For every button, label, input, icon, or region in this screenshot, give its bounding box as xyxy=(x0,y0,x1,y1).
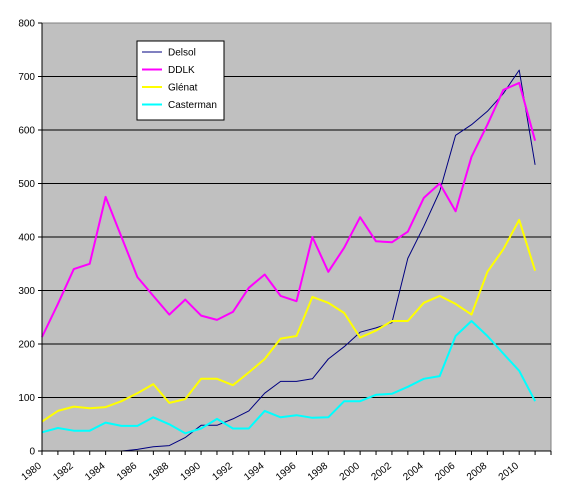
y-tick-label: 700 xyxy=(18,72,35,83)
x-tick-label: 2004 xyxy=(401,460,426,483)
x-tick-label: 1994 xyxy=(242,460,267,483)
x-axis-ticks: 1980 1982 1984 1986 1988 1990 1992 1994 1996 1998… xyxy=(20,451,552,483)
y-tick-label: 300 xyxy=(18,286,35,297)
x-tick-label: 1986 xyxy=(115,460,140,483)
legend-label: Delsol xyxy=(168,48,196,59)
series-line-casterman xyxy=(41,320,536,435)
x-tick-label: 2008 xyxy=(465,460,490,483)
legend-label: Glénat xyxy=(168,83,198,94)
x-tick-label: 1988 xyxy=(147,460,172,483)
x-tick-label: 2002 xyxy=(369,460,394,483)
legend-box xyxy=(136,40,225,121)
y-tick-label: 600 xyxy=(18,126,35,137)
y-axis-ticks: 0 100 200 300 400 500 600 700 800 xyxy=(18,19,42,458)
x-tick-label: 2006 xyxy=(433,460,458,483)
y-tick-label: 200 xyxy=(18,340,35,351)
x-tick-label: 1982 xyxy=(51,460,76,483)
y-tick-label: 500 xyxy=(18,179,35,190)
x-tick-label: 1998 xyxy=(306,460,331,483)
legend-label: DDLK xyxy=(168,65,195,76)
x-tick-label: 1984 xyxy=(83,460,108,483)
y-tick-label: 400 xyxy=(18,233,35,244)
series-line-delsol xyxy=(121,69,536,452)
series-line-ddlk xyxy=(41,81,537,338)
x-tick-label: 1990 xyxy=(179,460,204,483)
legend-label: Casterman xyxy=(168,100,217,111)
y-tick-label: 800 xyxy=(18,19,35,30)
series-line-glenat xyxy=(41,218,537,423)
x-tick-label: 1980 xyxy=(20,460,45,483)
x-tick-label: 1996 xyxy=(274,460,299,483)
y-tick-label: 0 xyxy=(29,447,35,458)
y-tick-label: 100 xyxy=(18,393,35,404)
x-tick-label: 2000 xyxy=(338,460,363,483)
legend: Delsol DDLK Glénat Casterman xyxy=(136,40,225,121)
x-tick-label: 2010 xyxy=(497,460,522,483)
series-lines xyxy=(41,69,537,452)
x-tick-label: 1992 xyxy=(210,460,235,483)
